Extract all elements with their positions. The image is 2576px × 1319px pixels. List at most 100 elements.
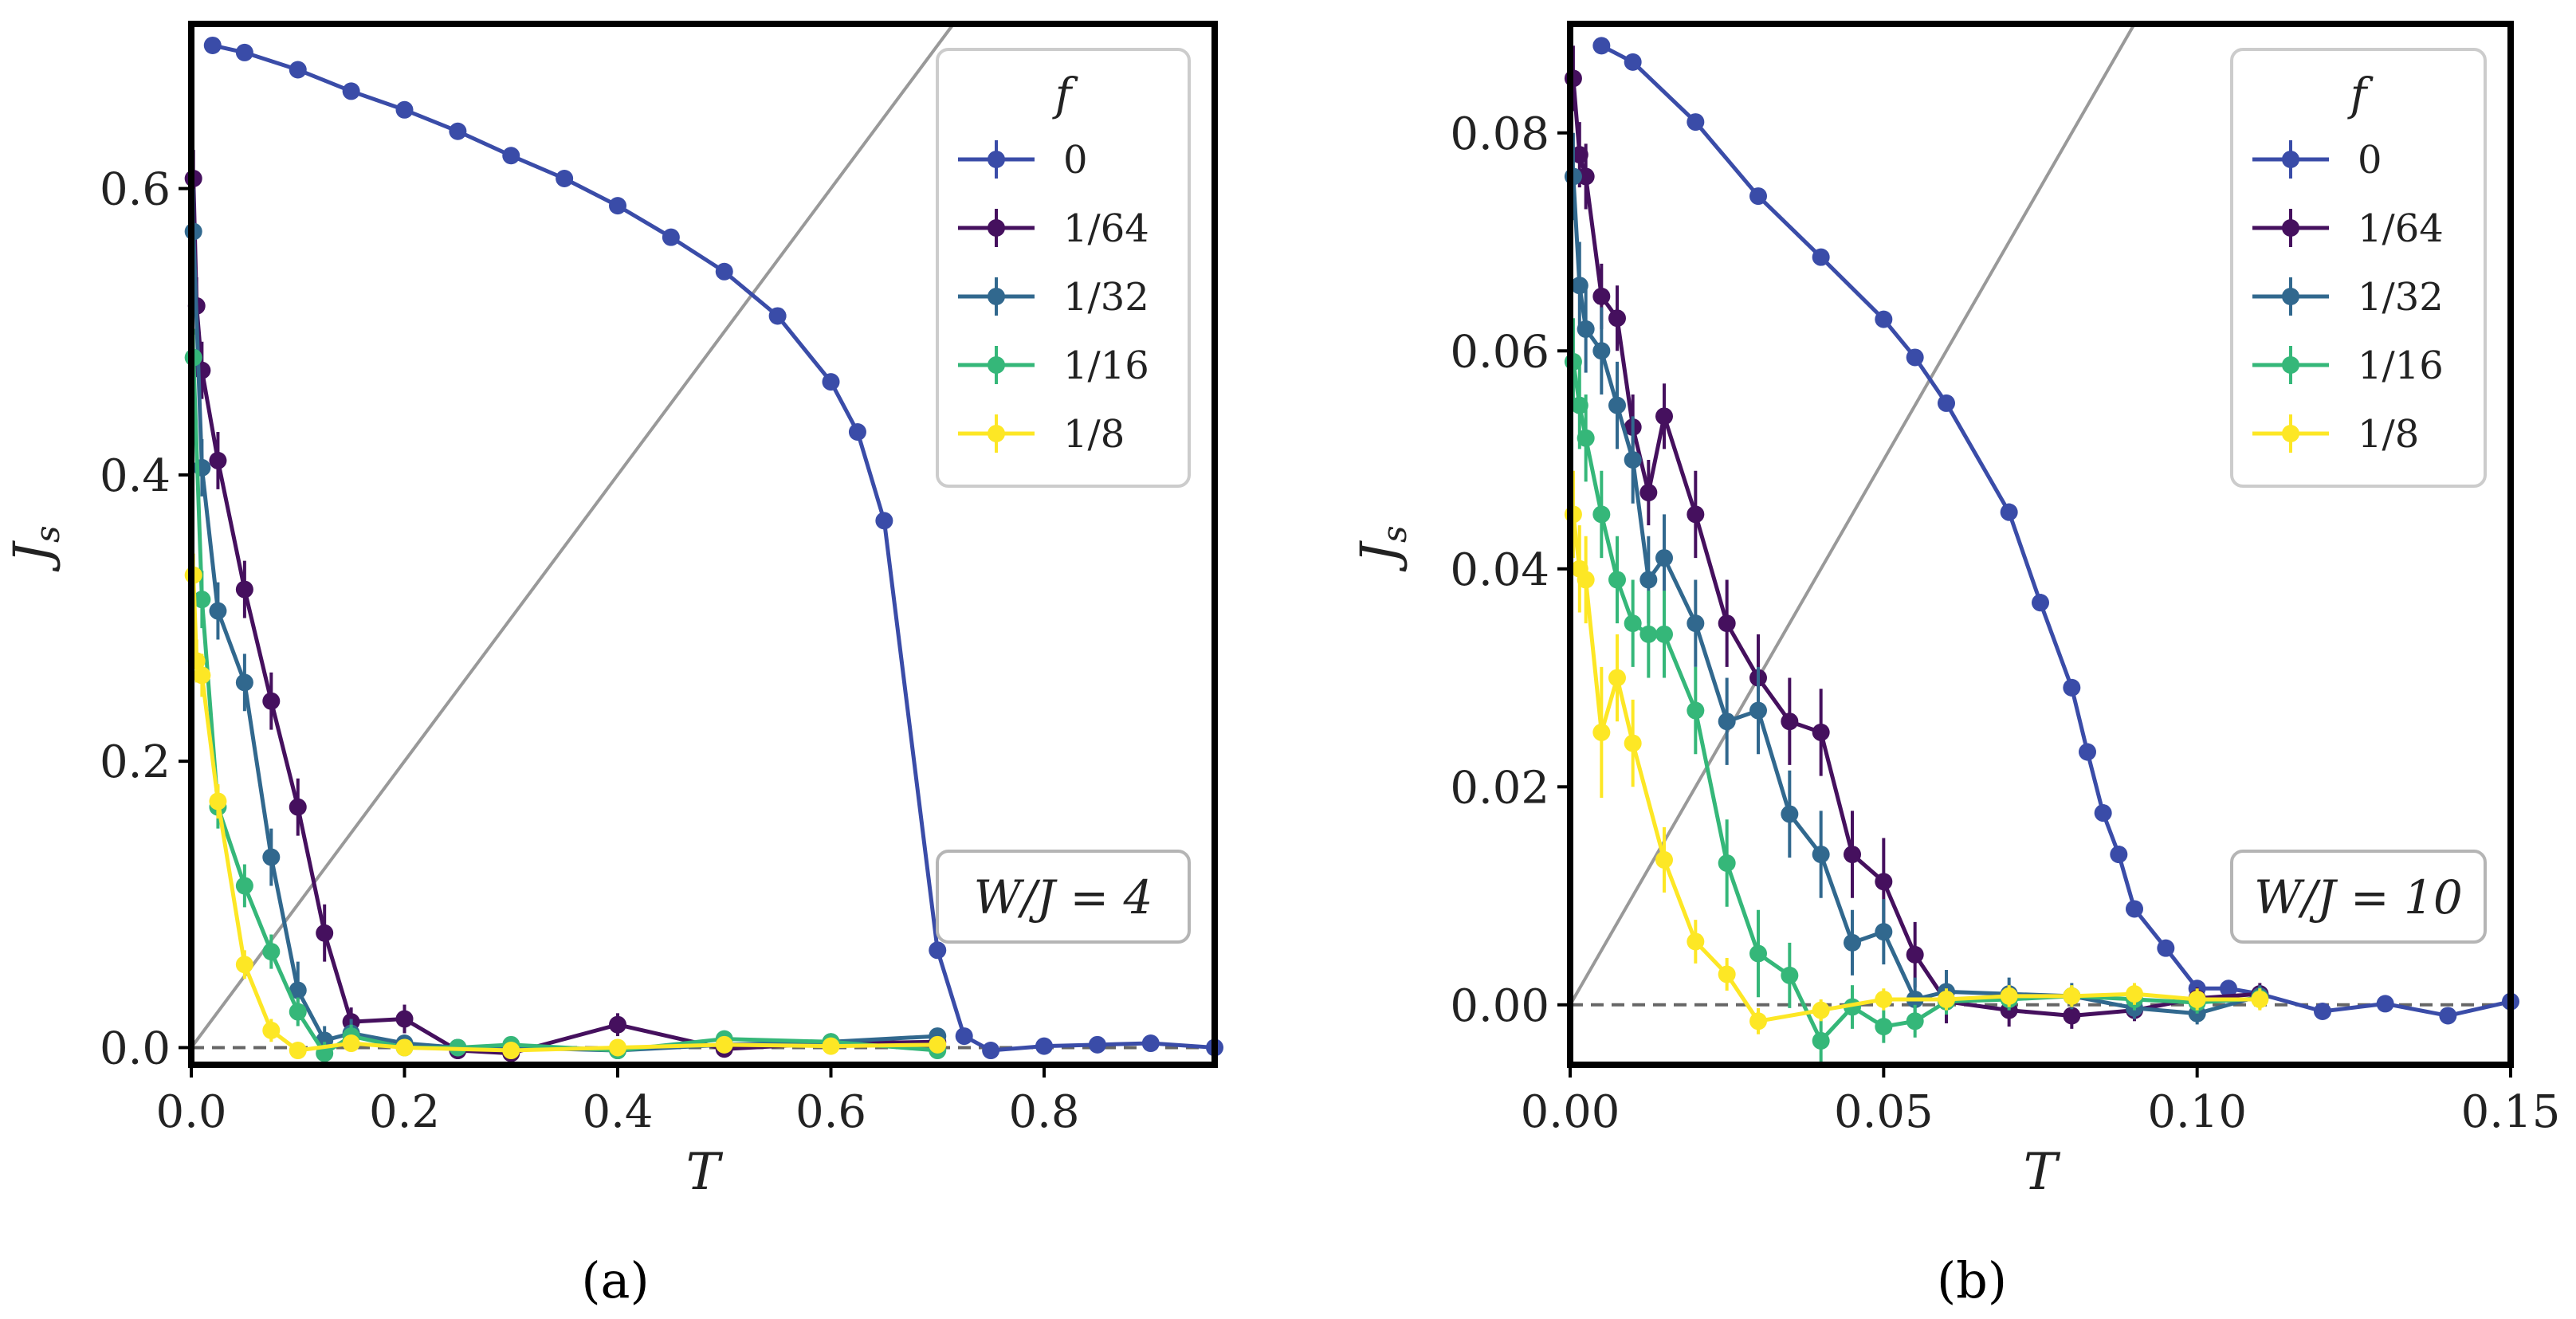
data-point — [395, 100, 414, 119]
data-point — [609, 197, 626, 215]
legend-a: f 01/641/321/161/8 — [936, 48, 1191, 488]
data-point — [1812, 723, 1830, 741]
x-axis-ticks-b: 0.00 0.05 0.10 0.15 — [1521, 1065, 2560, 1138]
data-point — [1812, 1001, 1830, 1019]
data-point — [1608, 396, 1626, 414]
x-tick-label: 0.0 — [155, 1086, 226, 1138]
y-tick-label: 0.0 — [100, 1023, 171, 1074]
data-point — [1655, 625, 1673, 643]
panel-caption-a: (a) — [581, 1251, 649, 1309]
data-point — [1718, 854, 1736, 873]
data-point — [1088, 1035, 1106, 1054]
data-point — [262, 848, 281, 866]
data-point — [209, 602, 227, 620]
data-point — [209, 792, 227, 811]
data-point — [1592, 37, 1611, 55]
data-point — [193, 591, 211, 609]
series-0 — [1592, 37, 2519, 1025]
data-point — [822, 373, 840, 391]
data-point — [1592, 723, 1611, 741]
data-point — [502, 147, 520, 165]
series-line — [1571, 78, 2260, 1018]
data-point — [1570, 396, 1588, 414]
legend-swatch-marker — [988, 288, 1005, 305]
legend-item: 1/16 — [958, 343, 1149, 388]
data-point — [262, 692, 281, 710]
legend-item: 1/16 — [2252, 343, 2444, 388]
legend-swatch-marker — [2282, 219, 2299, 237]
data-point — [1875, 1018, 1893, 1036]
annotation-box-b — [2230, 850, 2487, 944]
data-point — [1141, 1034, 1160, 1053]
legend-label: 1/64 — [2358, 206, 2444, 251]
data-point — [1639, 484, 1658, 502]
data-point — [289, 981, 307, 999]
annotation-text-a: W/J = 4 — [974, 870, 1153, 924]
data-point — [235, 877, 253, 895]
data-point — [2376, 995, 2394, 1013]
data-point — [1624, 451, 1642, 469]
legend-label: 1/8 — [2358, 412, 2419, 457]
legend-swatch-marker — [988, 356, 1005, 374]
data-point — [193, 666, 211, 685]
data-point — [556, 170, 574, 188]
axes-frame-b — [1567, 21, 2514, 1068]
data-point — [2063, 678, 2081, 697]
data-point — [235, 673, 253, 692]
data-point — [342, 1034, 360, 1053]
legend-label: 1/16 — [1063, 343, 1149, 388]
legend-item: 0 — [2252, 138, 2382, 183]
series-1-8 — [1564, 470, 2269, 1034]
data-point — [1608, 571, 1626, 589]
data-point — [449, 122, 467, 140]
data-point — [1749, 701, 1767, 720]
data-point — [289, 1003, 307, 1021]
series-line — [191, 178, 938, 1056]
data-point — [316, 924, 334, 942]
data-point — [1592, 342, 1611, 360]
data-point — [929, 1035, 947, 1054]
y-tick-label: 0.6 — [100, 164, 171, 216]
axes-frame-a — [188, 21, 1218, 1068]
legend-label: 1/8 — [1063, 412, 1125, 457]
legend-label: 1/16 — [2358, 343, 2444, 388]
data-point — [262, 943, 281, 961]
legend-b: f 01/641/321/161/8 — [2230, 48, 2487, 488]
data-point — [1687, 932, 1705, 951]
x-tick-label: 0.2 — [369, 1086, 440, 1138]
y-tick-label: 0.2 — [100, 736, 171, 788]
data-point — [2032, 594, 2049, 612]
data-point — [502, 1042, 520, 1060]
legend-label: 1/32 — [1063, 275, 1149, 320]
data-point — [1655, 549, 1673, 567]
data-point — [2251, 990, 2269, 1008]
data-point — [1718, 965, 1736, 983]
legend-label: 0 — [1063, 138, 1088, 183]
legend-item: 1/8 — [2252, 412, 2419, 457]
legend-swatch-marker — [2282, 288, 2299, 305]
data-point — [609, 1015, 626, 1034]
data-point — [1749, 944, 1767, 963]
data-point — [955, 1027, 973, 1046]
data-point — [1639, 571, 1658, 589]
data-point — [1938, 394, 1955, 412]
data-point — [1592, 505, 1611, 524]
data-point — [662, 228, 680, 246]
y-tick-label: 0.08 — [1450, 108, 1549, 160]
legend-swatch-marker — [988, 425, 1005, 442]
panel-a: 0.0 0.2 0.4 0.6 0.8 0.00.20.40.6 T Js f 01/6… — [3, 21, 1223, 1309]
x-tick-label: 0.10 — [2147, 1086, 2247, 1138]
data-point — [1577, 429, 1595, 447]
data-point — [2063, 1007, 2081, 1025]
data-point — [1624, 53, 1642, 71]
legend-label: 1/32 — [2358, 275, 2444, 320]
legend-swatch-marker — [988, 219, 1005, 237]
data-point — [2126, 985, 2143, 1003]
data-point — [289, 798, 307, 816]
data-point — [715, 1035, 733, 1054]
data-point — [1655, 850, 1673, 869]
legend-item: 1/64 — [958, 206, 1149, 251]
data-point — [1906, 945, 1924, 964]
y-tick-label: 0.04 — [1450, 544, 1549, 596]
